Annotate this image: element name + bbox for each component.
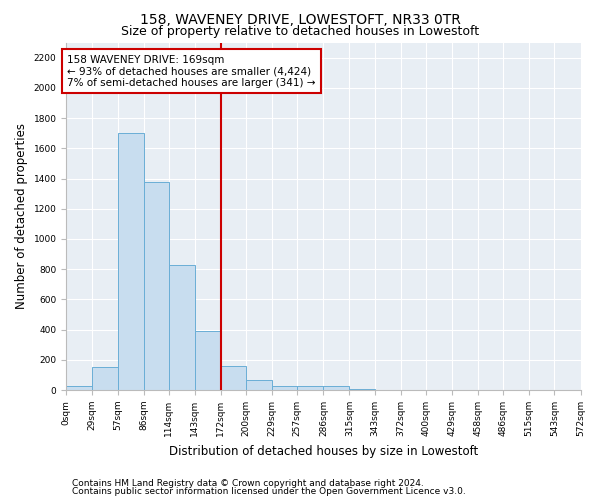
Bar [246,380,272,390]
Y-axis label: Number of detached properties: Number of detached properties [15,124,28,310]
Bar [298,386,323,390]
Bar [92,368,118,390]
Text: 158, WAVENEY DRIVE, LOWESTOFT, NR33 0TR: 158, WAVENEY DRIVE, LOWESTOFT, NR33 0TR [140,12,460,26]
Bar [143,182,169,390]
Text: Contains HM Land Registry data © Crown copyright and database right 2024.: Contains HM Land Registry data © Crown c… [72,478,424,488]
Bar [195,331,221,390]
Bar [169,264,195,390]
Text: Contains public sector information licensed under the Open Government Licence v3: Contains public sector information licen… [72,487,466,496]
Bar [66,386,92,390]
Bar [323,386,349,390]
Text: Size of property relative to detached houses in Lowestoft: Size of property relative to detached ho… [121,25,479,38]
X-axis label: Distribution of detached houses by size in Lowestoft: Distribution of detached houses by size … [169,444,478,458]
Bar [118,133,143,390]
Text: 158 WAVENEY DRIVE: 169sqm
← 93% of detached houses are smaller (4,424)
7% of sem: 158 WAVENEY DRIVE: 169sqm ← 93% of detac… [67,54,316,88]
Bar [221,366,246,390]
Bar [272,386,298,390]
